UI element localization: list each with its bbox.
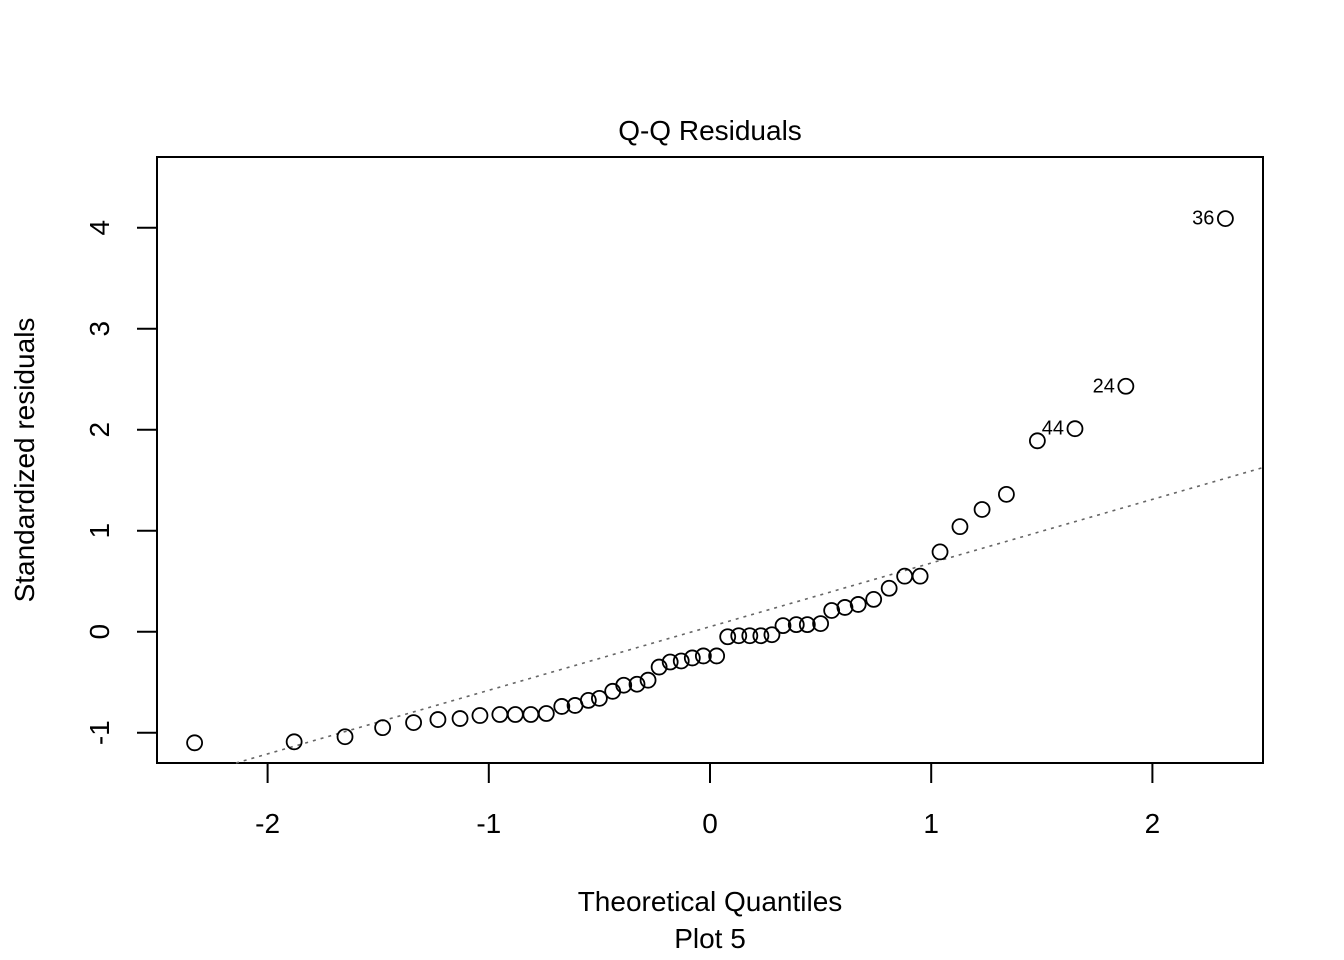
- x-tick-label: 2: [1145, 808, 1161, 839]
- y-tick-label: 4: [84, 220, 115, 236]
- data-point: [506, 706, 524, 723]
- data-point: [708, 647, 726, 665]
- data-point: [429, 711, 447, 728]
- y-tick-label: 1: [84, 523, 115, 539]
- data-point: [931, 543, 949, 561]
- data-point: [451, 710, 469, 727]
- data-point: [812, 615, 829, 633]
- data-point: [823, 602, 841, 619]
- point-labels: 44 24 36: [1042, 208, 1215, 440]
- x-tick-label: 1: [923, 808, 939, 839]
- data-point: [672, 652, 690, 670]
- data-point: [787, 616, 805, 634]
- data-point: [763, 626, 781, 644]
- point-label: 44: [1042, 418, 1064, 440]
- data-point: [1028, 432, 1046, 450]
- data-point: [798, 616, 816, 634]
- x-axis: -2 -1 0 1 2: [255, 762, 1161, 839]
- data-point: [1216, 210, 1234, 228]
- data-point: [911, 567, 929, 585]
- data-point: [973, 501, 991, 518]
- data-point: [951, 518, 969, 536]
- data-point: [1117, 377, 1135, 395]
- data-point: [865, 590, 883, 608]
- data-point: [896, 567, 914, 585]
- data-point: [405, 714, 422, 731]
- data-point: [752, 627, 770, 645]
- data-point: [615, 676, 633, 694]
- data-point: [491, 706, 509, 723]
- reference-line: [235, 466, 1264, 764]
- y-tick-label: 2: [84, 422, 115, 438]
- data-point: [285, 733, 303, 751]
- data-point: [471, 707, 489, 724]
- y-tick-label: -1: [84, 720, 115, 745]
- data-point: [836, 599, 854, 616]
- plot-frame: [156, 156, 1264, 764]
- y-axis-label: Standardized residuals: [9, 318, 40, 603]
- data-point: [849, 596, 867, 613]
- data-point: [694, 647, 712, 665]
- data-point: [374, 719, 392, 737]
- data-points: [186, 210, 1234, 752]
- y-axis: -1 0 1 2 3 4: [84, 220, 158, 745]
- x-tick-label: -2: [255, 808, 280, 839]
- data-point: [661, 653, 679, 671]
- data-point: [683, 649, 701, 667]
- data-point: [639, 671, 657, 689]
- data-point: [650, 658, 668, 676]
- data-point: [741, 627, 759, 645]
- data-point: [998, 485, 1015, 503]
- data-point: [719, 628, 737, 646]
- point-label: 24: [1093, 375, 1115, 397]
- data-point: [1066, 420, 1084, 438]
- data-point: [522, 706, 540, 723]
- x-tick-label: -1: [476, 808, 501, 839]
- point-label: 36: [1192, 208, 1214, 230]
- data-point: [336, 728, 354, 746]
- chart-title: Q-Q Residuals: [618, 115, 802, 146]
- x-tick-label: 0: [702, 808, 718, 839]
- x-axis-sublabel: Plot 5: [674, 923, 746, 954]
- data-point: [628, 675, 646, 693]
- x-axis-label: Theoretical Quantiles: [578, 886, 843, 917]
- data-point: [537, 705, 555, 722]
- data-point: [553, 698, 571, 715]
- data-point: [186, 734, 204, 752]
- data-point: [730, 627, 748, 645]
- y-tick-label: 3: [84, 321, 115, 337]
- data-point: [880, 579, 898, 597]
- data-point: [579, 691, 597, 709]
- y-tick-label: 0: [84, 624, 115, 640]
- data-point: [591, 689, 608, 707]
- data-point: [774, 617, 792, 635]
